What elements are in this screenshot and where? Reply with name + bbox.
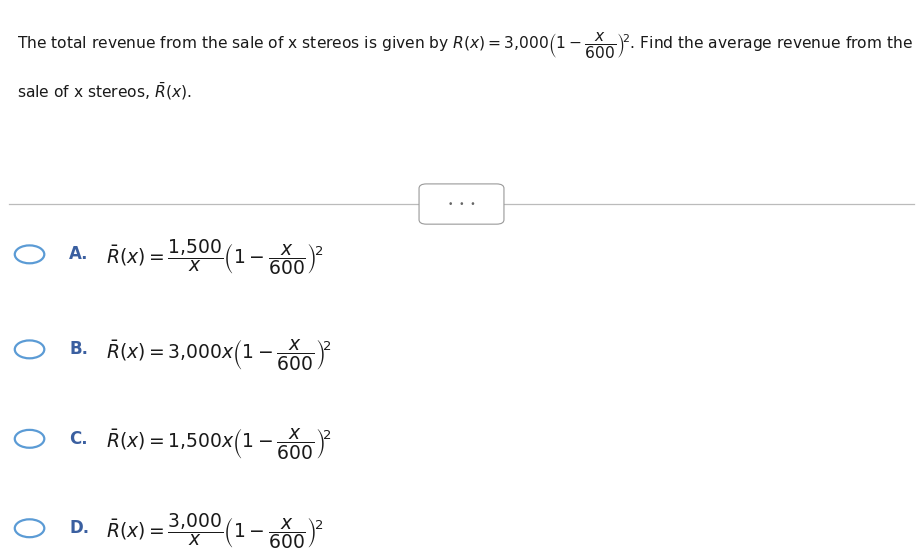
Text: •  •  •: • • •: [448, 200, 475, 209]
Text: A.: A.: [69, 245, 89, 263]
Text: B.: B.: [69, 340, 89, 358]
Text: The total revenue from the sale of x stereos is given by $R(x) = 3{,}000\left(1 : The total revenue from the sale of x ste…: [17, 31, 913, 60]
Text: $\bar{R}(x) = 3{,}000x\left(1 - \dfrac{x}{600}\right)^{\!2}$: $\bar{R}(x) = 3{,}000x\left(1 - \dfrac{x…: [106, 337, 332, 372]
Text: $\bar{R}(x) = \dfrac{1{,}500}{x}\left(1 - \dfrac{x}{600}\right)^{\!2}$: $\bar{R}(x) = \dfrac{1{,}500}{x}\left(1 …: [106, 237, 323, 277]
Text: sale of x stereos, $\bar{R}(x)$.: sale of x stereos, $\bar{R}(x)$.: [17, 81, 191, 102]
FancyBboxPatch shape: [419, 184, 504, 224]
Text: $\bar{R}(x) = \dfrac{3{,}000}{x}\left(1 - \dfrac{x}{600}\right)^{\!2}$: $\bar{R}(x) = \dfrac{3{,}000}{x}\left(1 …: [106, 511, 323, 551]
Text: $\bar{R}(x) = 1{,}500x\left(1 - \dfrac{x}{600}\right)^{\!2}$: $\bar{R}(x) = 1{,}500x\left(1 - \dfrac{x…: [106, 426, 332, 461]
Text: C.: C.: [69, 430, 88, 448]
Text: D.: D.: [69, 519, 90, 537]
